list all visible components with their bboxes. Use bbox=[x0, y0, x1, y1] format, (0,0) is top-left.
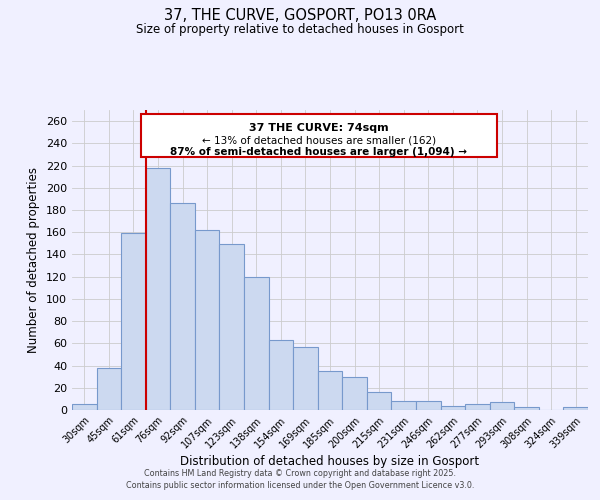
Bar bbox=[72, 404, 97, 410]
Bar bbox=[465, 404, 490, 410]
Bar bbox=[293, 346, 318, 410]
Bar bbox=[367, 392, 391, 410]
Bar bbox=[244, 276, 269, 410]
Text: Size of property relative to detached houses in Gosport: Size of property relative to detached ho… bbox=[136, 22, 464, 36]
Bar bbox=[269, 340, 293, 410]
Bar bbox=[146, 168, 170, 410]
Text: Contains public sector information licensed under the Open Government Licence v3: Contains public sector information licen… bbox=[126, 481, 474, 490]
Bar bbox=[170, 204, 195, 410]
Bar bbox=[195, 230, 220, 410]
Y-axis label: Number of detached properties: Number of detached properties bbox=[28, 167, 40, 353]
Bar bbox=[121, 234, 146, 410]
Bar bbox=[440, 406, 465, 410]
Bar bbox=[490, 402, 514, 410]
Bar bbox=[416, 401, 440, 410]
Bar bbox=[342, 376, 367, 410]
Bar bbox=[97, 368, 121, 410]
Bar bbox=[563, 406, 588, 410]
Bar bbox=[514, 406, 539, 410]
Text: 87% of semi-detached houses are larger (1,094) →: 87% of semi-detached houses are larger (… bbox=[170, 146, 467, 156]
Bar bbox=[318, 371, 342, 410]
Text: 37 THE CURVE: 74sqm: 37 THE CURVE: 74sqm bbox=[249, 124, 389, 134]
Text: 37, THE CURVE, GOSPORT, PO13 0RA: 37, THE CURVE, GOSPORT, PO13 0RA bbox=[164, 8, 436, 22]
Text: Contains HM Land Registry data © Crown copyright and database right 2025.: Contains HM Land Registry data © Crown c… bbox=[144, 468, 456, 477]
X-axis label: Distribution of detached houses by size in Gosport: Distribution of detached houses by size … bbox=[181, 456, 479, 468]
Text: ← 13% of detached houses are smaller (162): ← 13% of detached houses are smaller (16… bbox=[202, 136, 436, 145]
FancyBboxPatch shape bbox=[141, 114, 497, 156]
Bar bbox=[220, 244, 244, 410]
Bar bbox=[391, 401, 416, 410]
